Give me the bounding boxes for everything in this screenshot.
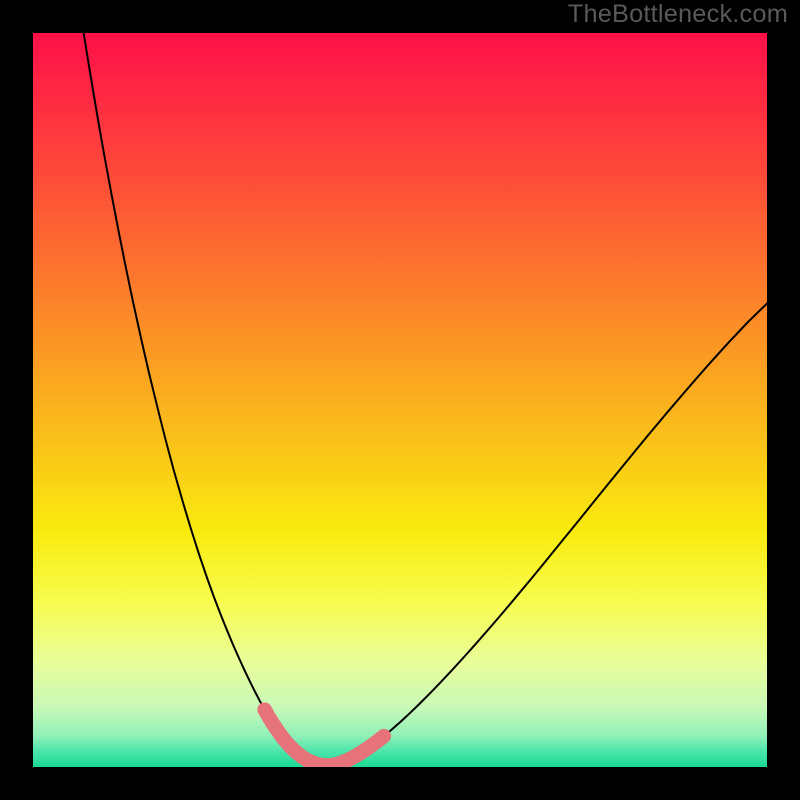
watermark-text: TheBottleneck.com — [568, 0, 788, 29]
plot-svg — [33, 33, 767, 767]
plot-area — [33, 33, 767, 767]
stage: TheBottleneck.com — [0, 0, 800, 800]
plot-background — [33, 33, 767, 767]
